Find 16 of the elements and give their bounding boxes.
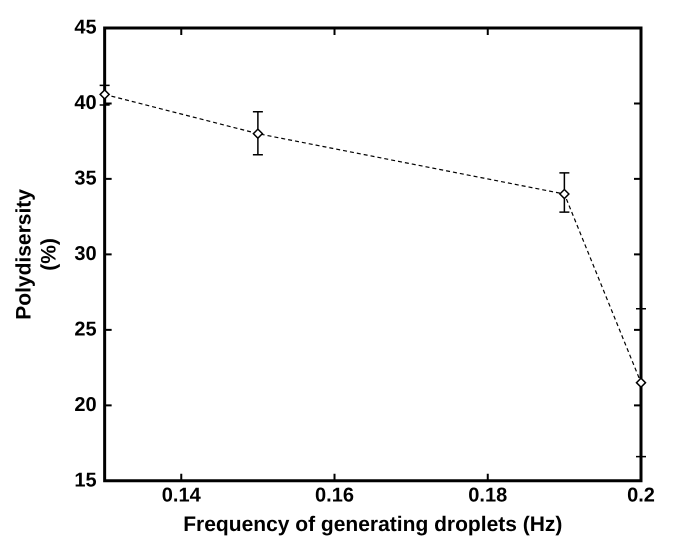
y-tick-label: 25 xyxy=(74,318,97,340)
y-axis-title: Polydisersity (%) xyxy=(12,188,61,320)
y-tick-label: 45 xyxy=(74,16,97,39)
x-axis-title: Frequency of generating droplets (Hz) xyxy=(183,513,562,536)
x-tick-label: 0.2 xyxy=(627,484,655,506)
y-tick-label: 35 xyxy=(74,167,97,190)
x-tick-label: 0.18 xyxy=(468,484,508,506)
y-tick-label: 15 xyxy=(74,469,97,492)
point xyxy=(559,188,570,200)
x-tick-label: 0.16 xyxy=(315,484,354,506)
y-tick-label: 40 xyxy=(74,92,97,114)
point xyxy=(252,128,264,139)
y-tick-label: 20 xyxy=(74,394,97,416)
x-tick-label: 0.14 xyxy=(162,484,202,506)
y-tick-label: 30 xyxy=(74,242,97,265)
point xyxy=(636,377,646,388)
